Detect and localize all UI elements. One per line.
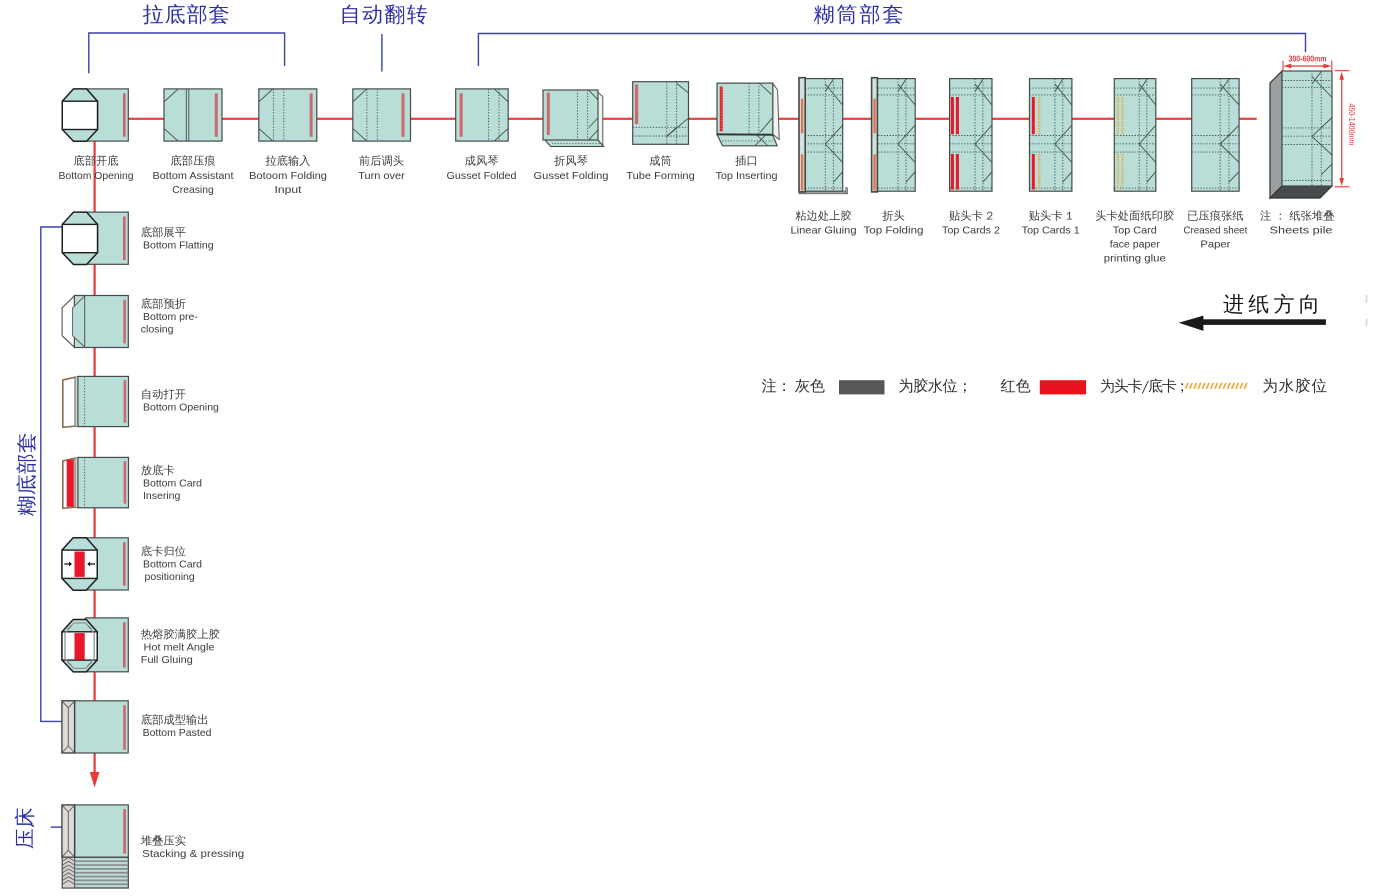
svg-text:Hot melt Angle: Hot melt Angle (144, 641, 215, 653)
svg-text:Tube Forming: Tube Forming (626, 170, 695, 182)
svg-text:Gusset Folding: Gusset Folding (534, 170, 609, 182)
svg-text:300-600mm: 300-600mm (1289, 54, 1327, 64)
svg-text:Input: Input (275, 184, 302, 196)
svg-text:face paper: face paper (1110, 239, 1161, 251)
svg-text:Top Inserting: Top Inserting (716, 170, 778, 182)
svg-text:Bottom Card: Bottom Card (143, 558, 202, 570)
svg-text:Insering: Insering (143, 490, 181, 502)
svg-text:printing glue: printing glue (1104, 253, 1166, 265)
svg-text:Bottom Card: Bottom Card (143, 477, 202, 489)
svg-text:Top Cards 1: Top Cards 1 (1022, 225, 1080, 237)
svg-text:Bottom pre-: Bottom pre- (143, 311, 198, 323)
svg-text:Creasing: Creasing (172, 184, 214, 196)
svg-text:closing: closing (141, 324, 174, 336)
svg-text:450-1400mm: 450-1400mm (1347, 104, 1357, 146)
svg-text:Sheets pile: Sheets pile (1270, 225, 1333, 237)
svg-text:Top Folding: Top Folding (864, 225, 924, 237)
svg-text:positioning: positioning (145, 571, 195, 583)
svg-text:Gusset Folded: Gusset Folded (447, 170, 517, 182)
svg-text:Bottom Pasted: Bottom Pasted (143, 727, 212, 739)
svg-text:Bottom Opening: Bottom Opening (59, 170, 134, 182)
svg-text:Bottom Flatting: Bottom Flatting (143, 239, 214, 251)
svg-text:Full Gluing: Full Gluing (141, 654, 193, 666)
svg-text:Stacking & pressing: Stacking & pressing (142, 848, 244, 860)
svg-text:Paper: Paper (1200, 239, 1231, 251)
svg-text:Creased sheet: Creased sheet (1183, 225, 1247, 237)
svg-text:Botoom Folding: Botoom Folding (249, 170, 327, 182)
svg-text:Linear Gluing: Linear Gluing (791, 225, 857, 237)
svg-text:Top Card: Top Card (1113, 225, 1157, 237)
svg-text:Bottom Opening: Bottom Opening (143, 401, 219, 413)
svg-text:Turn over: Turn over (358, 170, 405, 182)
svg-text:Bottom Assistant: Bottom Assistant (153, 170, 234, 182)
svg-text:Top Cards 2: Top Cards 2 (942, 225, 1000, 237)
